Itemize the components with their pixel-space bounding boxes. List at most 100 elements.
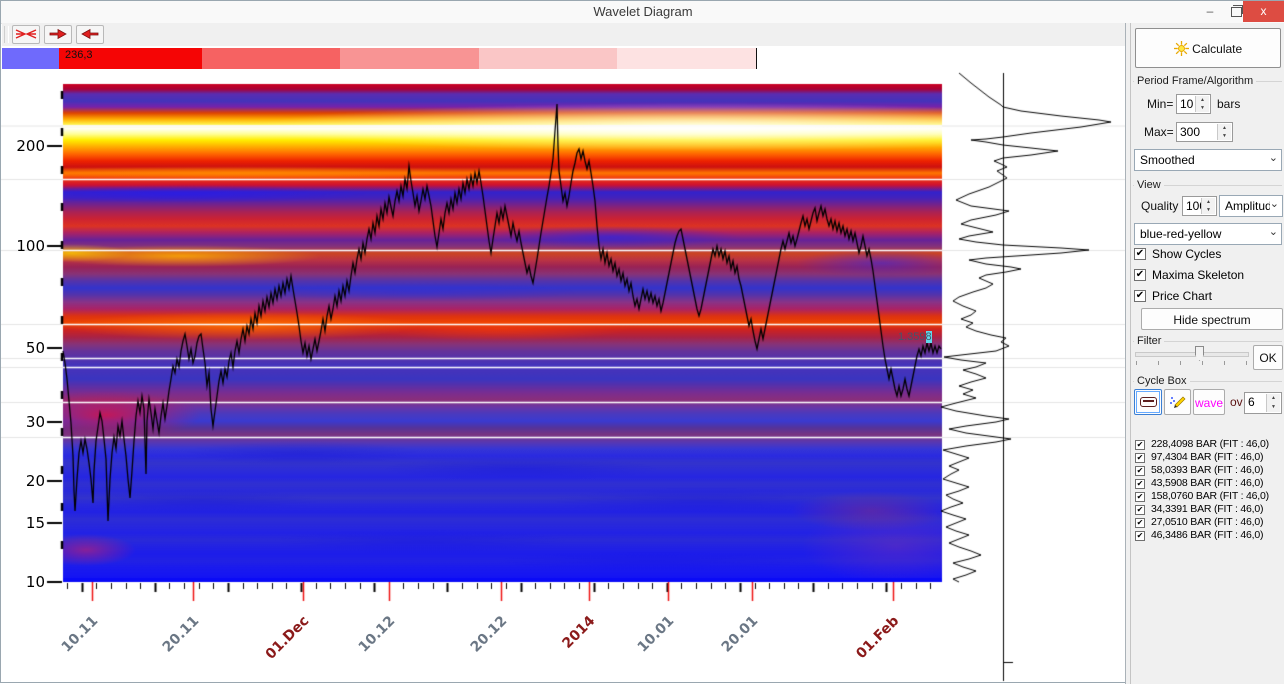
filter-ok-button[interactable]: OK xyxy=(1253,345,1283,370)
chevron-down-icon: ⌄ xyxy=(1269,225,1278,238)
calculate-label: Calculate xyxy=(1192,42,1242,56)
ov-spinner-arrows[interactable]: ▲▼ xyxy=(1266,394,1280,412)
checkbox-icon[interactable]: ✔ xyxy=(1134,269,1146,281)
amplitude-scale-value: 236,3 xyxy=(65,49,93,61)
amplitude-scale-bar: 236,3 xyxy=(2,46,1125,71)
filter-slider-thumb[interactable] xyxy=(1195,346,1204,361)
cycle-item-label: 27,0510 BAR (FIT : 46,0) xyxy=(1151,516,1263,528)
cycle-box-title: Cycle Box xyxy=(1134,375,1190,387)
min-label: Min= xyxy=(1147,97,1173,111)
cycle-item-label: 228,4098 BAR (FIT : 46,0) xyxy=(1151,438,1269,450)
checkbox-icon[interactable]: ✔ xyxy=(1135,453,1145,463)
scale-segment-separator xyxy=(756,48,757,69)
scroll-right-button[interactable] xyxy=(44,25,72,44)
min-bars-value: 10 xyxy=(1180,97,1193,111)
checkbox-icon[interactable]: ✔ xyxy=(1135,505,1145,515)
slider-tick xyxy=(1180,361,1181,365)
min-bars-spinner[interactable]: 10 ▲▼ xyxy=(1176,94,1211,114)
checkbox-icon[interactable]: ✔ xyxy=(1135,466,1145,476)
minimize-button[interactable]: – xyxy=(1197,1,1223,22)
cycle-draw-button[interactable] xyxy=(1164,389,1191,415)
calculate-button[interactable]: Calculate xyxy=(1135,28,1281,68)
toolbar-grip xyxy=(4,26,9,43)
cycle-item-label: 34,3391 BAR (FIT : 46,0) xyxy=(1151,503,1263,515)
view-group-title: View xyxy=(1134,179,1164,191)
cycle-item-label: 43,5908 BAR (FIT : 46,0) xyxy=(1151,477,1263,489)
quality-label: Quality xyxy=(1141,199,1178,213)
ov-value: 6 xyxy=(1248,395,1255,409)
cycle-item-label: 58,0393 BAR (FIT : 46,0) xyxy=(1151,464,1263,476)
max-bars-spinner[interactable]: 300 ▲▼ xyxy=(1176,122,1233,142)
ov-spinner[interactable]: 6 ▲▼ xyxy=(1244,392,1282,414)
checkbox-icon[interactable]: ✔ xyxy=(1134,290,1146,302)
checkbox-icon[interactable]: ✔ xyxy=(1135,479,1145,489)
ov-down-icon[interactable]: ▼ xyxy=(1267,403,1280,412)
sun-icon xyxy=(1174,41,1189,56)
filter-slider-track[interactable] xyxy=(1135,352,1249,357)
chevron-down-icon: ⌄ xyxy=(1269,151,1278,164)
chevron-down-icon: ⌄ xyxy=(1270,197,1279,210)
wavelet-chart-canvas[interactable] xyxy=(1,1,1125,684)
min-down-icon[interactable]: ▼ xyxy=(1196,104,1209,112)
y-axis-tick-label: 200 xyxy=(5,137,45,155)
slider-tick xyxy=(1246,361,1247,365)
slider-tick xyxy=(1202,361,1203,365)
close-button[interactable]: x xyxy=(1243,1,1284,22)
current-price-label: 1.3598 xyxy=(898,331,932,343)
y-axis-tick-label: 20 xyxy=(5,472,45,490)
shrink-horizontal-icon xyxy=(15,28,37,40)
max-up-icon[interactable]: ▲ xyxy=(1218,124,1231,132)
amplitude-scale-segment xyxy=(202,48,340,69)
min-up-icon[interactable]: ▲ xyxy=(1196,96,1209,104)
y-axis-tick-label: 10 xyxy=(5,573,45,591)
period-group-title: Period Frame/Algorithm xyxy=(1134,75,1256,87)
shrink-range-button[interactable] xyxy=(12,25,40,44)
wave-button[interactable]: wave xyxy=(1193,389,1225,415)
ov-label: ov xyxy=(1230,395,1243,409)
quality-spinner[interactable]: 100 ▲▼ xyxy=(1182,196,1217,216)
checkbox-label: Show Cycles xyxy=(1152,247,1221,261)
slider-tick xyxy=(1224,361,1225,365)
ov-up-icon[interactable]: ▲ xyxy=(1267,394,1280,403)
y-axis-tick-label: 100 xyxy=(5,237,45,255)
quality-spinner-arrows[interactable]: ▲▼ xyxy=(1201,198,1215,214)
checkbox-label: Price Chart xyxy=(1152,289,1212,303)
amplitude-scale-segment xyxy=(2,48,59,69)
max-label: Max= xyxy=(1144,125,1174,139)
hide-spectrum-label: Hide spectrum xyxy=(1173,313,1250,327)
slider-tick xyxy=(1158,361,1159,365)
cycle-segment-button[interactable] xyxy=(1134,389,1162,415)
quality-down-icon[interactable]: ▼ xyxy=(1202,206,1215,214)
quality-up-icon[interactable]: ▲ xyxy=(1202,198,1215,206)
max-down-icon[interactable]: ▼ xyxy=(1218,132,1231,140)
filter-group-title: Filter xyxy=(1134,335,1164,347)
max-spinner-arrows[interactable]: ▲▼ xyxy=(1217,124,1231,140)
hide-spectrum-button[interactable]: Hide spectrum xyxy=(1141,308,1283,330)
max-bars-value: 300 xyxy=(1180,125,1200,139)
y-axis-tick-label: 30 xyxy=(5,413,45,431)
amplitude-scale-segment xyxy=(340,48,479,69)
checkbox-icon[interactable]: ✔ xyxy=(1135,492,1145,502)
mode-value: Amplitude xyxy=(1225,199,1270,213)
y-axis-tick-label: 50 xyxy=(5,339,45,357)
price-label-main: 1.359 xyxy=(898,331,926,343)
palette-dropdown[interactable]: blue-red-yellow ⌄ xyxy=(1134,223,1282,245)
checkbox-label: Maxima Skeleton xyxy=(1152,268,1244,282)
toolbar xyxy=(2,23,1125,47)
algorithm-value: Smoothed xyxy=(1140,153,1265,167)
min-spinner-arrows[interactable]: ▲▼ xyxy=(1195,96,1209,112)
palette-value: blue-red-yellow xyxy=(1140,227,1265,241)
segment-dash-icon xyxy=(1140,397,1157,407)
checkbox-icon[interactable]: ✔ xyxy=(1135,518,1145,528)
checkbox-icon[interactable]: ✔ xyxy=(1134,248,1146,260)
scroll-left-button[interactable] xyxy=(76,25,104,44)
algorithm-dropdown[interactable]: Smoothed ⌄ xyxy=(1134,149,1282,171)
checkbox-icon[interactable]: ✔ xyxy=(1135,440,1145,450)
y-axis-tick-label: 15 xyxy=(5,514,45,532)
amplitude-scale-segment xyxy=(479,48,617,69)
price-label-highlight: 8 xyxy=(926,331,932,343)
mode-dropdown[interactable]: Amplitude ⌄ xyxy=(1219,195,1283,217)
checkbox-icon[interactable]: ✔ xyxy=(1135,531,1145,541)
pencil-icon xyxy=(1169,394,1186,411)
